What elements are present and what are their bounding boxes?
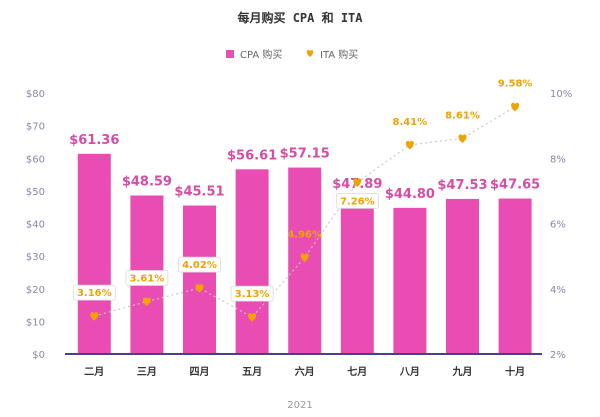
ita-point [300, 253, 309, 262]
ita-data-label: 3.61% [130, 273, 165, 284]
ita-data-label: 7.26% [340, 196, 375, 207]
y-axis-left: $0 $10 $20 $30 $40 $50 $60 $70 $80 [26, 89, 45, 361]
y-left-tick-label: $70 [26, 122, 45, 133]
y-left-tick-label: $10 [26, 317, 45, 328]
x-group-label: 2021 [287, 400, 312, 411]
x-tick-label: 二月 [84, 366, 104, 378]
y-left-tick-label: $30 [26, 252, 45, 263]
bar-data-label: $47.65 [490, 178, 540, 193]
bar-data-label: $45.51 [174, 185, 224, 200]
legend: CPA 购买 ITA 购买 [226, 48, 358, 61]
x-tick-label: 十月 [505, 365, 525, 378]
y-right-tick-label: 4% [550, 285, 566, 296]
bar-series: $61.36$48.59$45.51$56.61$57.15$47.89$44.… [69, 133, 540, 354]
y-left-tick-label: $40 [26, 220, 45, 231]
chart-title: 每月购买 CPA 和 ITA [237, 10, 363, 25]
ita-data-label: 3.16% [77, 288, 112, 299]
y-right-tick-label: 6% [550, 220, 566, 231]
y-right-tick-label: 10% [550, 89, 572, 100]
x-tick-label: 五月 [242, 366, 262, 378]
ita-point [405, 140, 414, 150]
ita-data-label: 8.41% [393, 117, 428, 128]
bar [340, 197, 374, 354]
ita-point [195, 284, 204, 293]
bar [393, 207, 427, 354]
y-left-tick-label: $20 [26, 285, 45, 296]
y-axis-right: 2% 4% 6% 8% 10% [550, 89, 572, 361]
x-tick-label: 三月 [137, 366, 157, 378]
ita-label-box [335, 192, 379, 209]
ita-label-box [125, 270, 169, 286]
x-tick-label: 七月 [347, 365, 367, 378]
bar [77, 153, 111, 354]
x-tick-label: 九月 [452, 365, 473, 378]
ita-point [248, 313, 257, 322]
y-left-tick-label: $50 [26, 187, 45, 198]
ita-point [353, 178, 362, 187]
legend-swatch-ita [306, 50, 314, 57]
ita-label-box [72, 284, 116, 301]
bar-data-label: $61.36 [69, 133, 119, 148]
bar [498, 198, 532, 354]
ita-data-label: 9.58% [498, 79, 533, 90]
bar-data-label: $47.53 [437, 178, 487, 193]
bar [446, 198, 479, 354]
ita-data-label: 4.96% [287, 229, 322, 240]
ita-label-box [230, 285, 274, 302]
ita-data-label: 8.61% [445, 110, 480, 121]
x-tick-label: 四月 [190, 366, 210, 378]
y-right-tick-label: 8% [550, 154, 566, 165]
line-series: 3.16% 3.61% 4.02% 3.13% 4.96% 7.26% 8.41% 8.61%… [72, 79, 533, 322]
bar [183, 205, 216, 354]
ita-point [458, 134, 467, 143]
ita-point [511, 102, 520, 112]
x-tick-label: 八月 [399, 366, 420, 378]
legend-swatch-cpa [226, 50, 234, 58]
ita-point [142, 297, 151, 306]
bar-data-label: $57.15 [280, 147, 330, 162]
x-axis-categories: 二月 三月 四月 五月 六月 七月 八月 九月 十月 [84, 365, 525, 378]
ita-line [94, 106, 516, 318]
y-right-tick-label: 2% [550, 350, 566, 361]
legend-label-ita: ITA 购买 [320, 48, 358, 61]
ita-label-box [178, 256, 221, 273]
ita-data-label: 4.02% [182, 260, 217, 271]
bar-data-label: $48.59 [122, 174, 172, 189]
ita-data-label: 3.13% [235, 289, 270, 300]
y-left-tick-label: $80 [26, 89, 45, 100]
y-left-tick-label: $0 [32, 350, 45, 361]
bar [235, 169, 269, 354]
ita-point [90, 312, 99, 321]
y-left-tick-label: $60 [26, 154, 45, 165]
x-tick-label: 六月 [295, 365, 315, 378]
bar-data-label: $44.80 [385, 187, 435, 202]
bar-data-label: $56.61 [227, 148, 277, 163]
legend-label-cpa: CPA 购买 [240, 48, 282, 61]
